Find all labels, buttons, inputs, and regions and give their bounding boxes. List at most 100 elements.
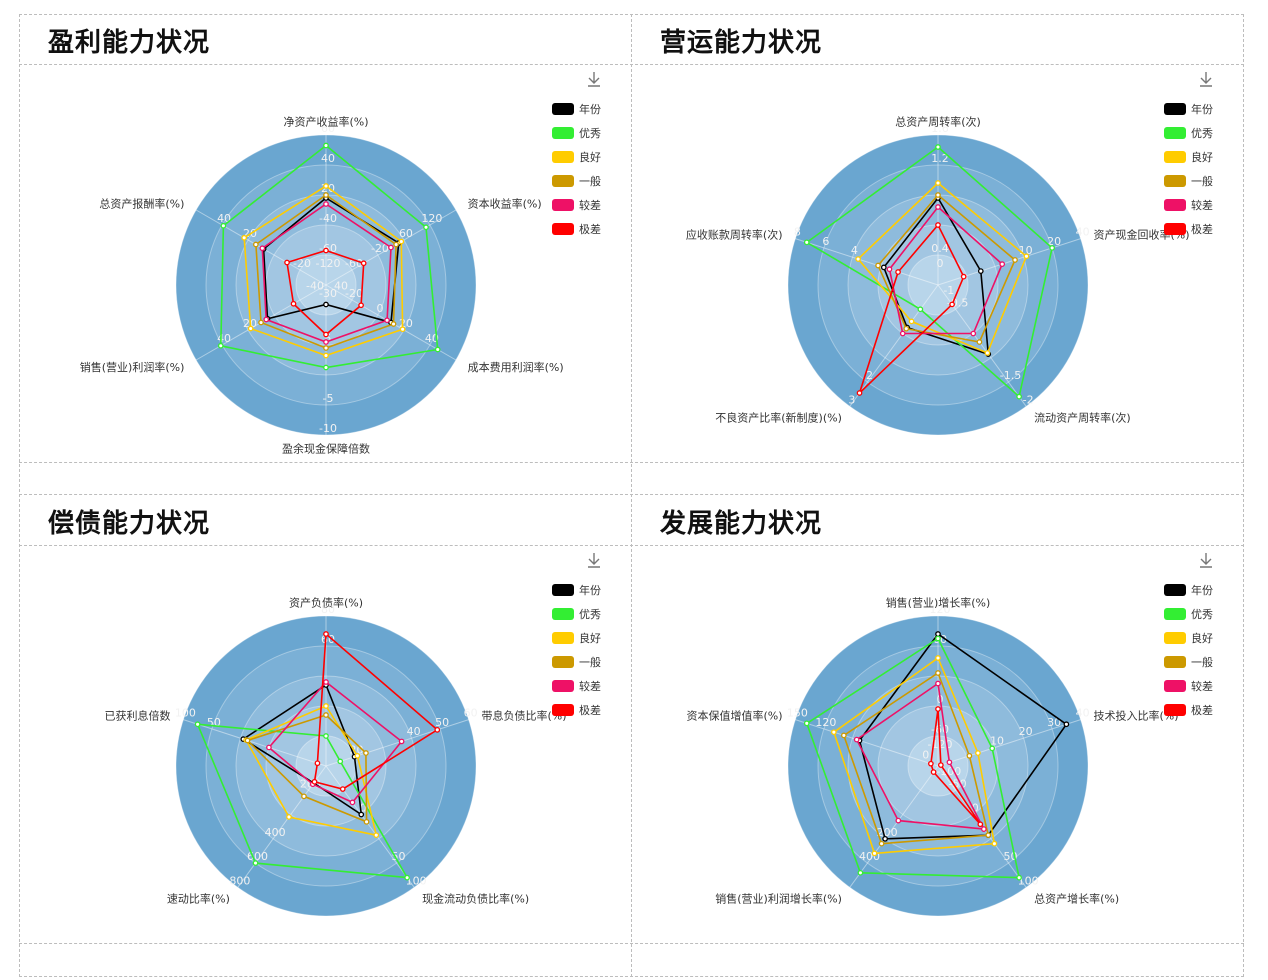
legend-swatch[interactable] xyxy=(552,175,574,187)
radar-tick-label: 0 xyxy=(937,257,944,270)
legend-swatch[interactable] xyxy=(1164,632,1186,644)
radar-indicator-label: 总资产报酬率(%) xyxy=(99,196,184,210)
radar-spoke xyxy=(325,765,415,888)
legend-swatch[interactable] xyxy=(552,223,574,235)
legend-swatch[interactable] xyxy=(552,151,574,163)
panel-divider-middle xyxy=(19,494,1244,495)
radar-series-point xyxy=(928,760,934,767)
legend-swatch[interactable] xyxy=(552,127,574,139)
radar-series-point xyxy=(388,244,394,251)
radar-series-point xyxy=(977,268,984,274)
legend-item-label[interactable]: 良好 xyxy=(579,150,601,164)
panel-title-profitability: 盈利能力状况 xyxy=(48,28,211,58)
radar-series-point xyxy=(323,364,329,371)
radar-series-point xyxy=(938,762,944,768)
radar-series-point xyxy=(323,183,329,189)
radar-series-point xyxy=(284,259,290,266)
legend-item-label[interactable]: 一般 xyxy=(579,175,601,188)
radar-tick-label: 60 xyxy=(399,227,413,240)
legend-swatch[interactable] xyxy=(1164,656,1186,668)
legend-item-label[interactable]: 优秀 xyxy=(1191,127,1213,140)
radar-series-point xyxy=(393,241,399,248)
radar-indicator-label: 销售(营业)增长率(%) xyxy=(886,596,991,610)
radar-tick-label: 40 xyxy=(425,332,439,345)
legend-item-label[interactable]: 优秀 xyxy=(1191,608,1213,621)
legend-swatch[interactable] xyxy=(1164,127,1186,139)
radar-series-point xyxy=(970,330,977,337)
radar-chart-operations: 00.41.21.6102040-1-0.5-1.5-223468总资产周转率(… xyxy=(686,72,1213,436)
legend-item-label[interactable]: 一般 xyxy=(1191,656,1213,669)
download-icon[interactable] xyxy=(1200,72,1212,87)
radar-series-point xyxy=(949,301,955,308)
radar-series-point xyxy=(935,680,941,687)
radar-tick-label: -120 xyxy=(316,257,341,270)
legend-swatch[interactable] xyxy=(1164,151,1186,163)
radar-series-point xyxy=(871,850,878,857)
radar-spoke xyxy=(849,284,939,407)
radar-series-point xyxy=(856,390,863,396)
legend-item-label[interactable]: 一般 xyxy=(1191,175,1213,188)
radar-indicator-label: 销售(营业)利润增长率(%) xyxy=(715,891,842,905)
radar-series-point xyxy=(1063,721,1070,728)
radar-series-line xyxy=(842,671,990,845)
radar-ring xyxy=(295,254,357,316)
legend-item-label[interactable]: 年份 xyxy=(1191,583,1213,597)
radar-series-point xyxy=(363,818,370,825)
radar-indicator-label: 销售(营业)利润率(%) xyxy=(80,360,185,374)
radar-series-point xyxy=(434,726,441,733)
legend-item-label[interactable]: 较差 xyxy=(579,679,601,693)
radar-series-line xyxy=(930,708,981,825)
download-icon[interactable] xyxy=(1200,553,1212,568)
legend-swatch[interactable] xyxy=(1164,223,1186,235)
legend-swatch[interactable] xyxy=(552,632,574,644)
legend-item-label[interactable]: 年份 xyxy=(579,102,601,116)
legend-item-label[interactable]: 极差 xyxy=(579,703,601,717)
legend-swatch[interactable] xyxy=(1164,680,1186,692)
legend-item-label[interactable]: 优秀 xyxy=(579,127,601,140)
download-icon[interactable] xyxy=(588,72,600,87)
legend-item-label[interactable]: 良好 xyxy=(1191,631,1213,645)
radar-series-point xyxy=(903,325,910,332)
radar-series-point xyxy=(935,670,941,676)
radar-tick-label: 10 xyxy=(990,734,1004,747)
legend-item-label[interactable]: 年份 xyxy=(579,583,601,597)
legend-swatch[interactable] xyxy=(552,680,574,692)
panel-title-operations: 营运能力状况 xyxy=(660,28,823,58)
radar-series-point xyxy=(339,786,346,792)
radar-tick-label: 60 xyxy=(321,122,335,135)
legend-swatch[interactable] xyxy=(552,103,574,115)
radar-tick-label: -1 xyxy=(943,284,954,297)
legend-item-label[interactable]: 极差 xyxy=(1191,222,1213,236)
legend-item-label[interactable]: 一般 xyxy=(579,656,601,669)
legend-item-label[interactable]: 年份 xyxy=(1191,102,1213,116)
legend-swatch[interactable] xyxy=(1164,584,1186,596)
radar-series-point xyxy=(286,814,292,820)
legend-swatch[interactable] xyxy=(552,584,574,596)
radar-series-point xyxy=(398,738,405,745)
radar-series-point xyxy=(323,201,329,207)
legend-swatch[interactable] xyxy=(552,199,574,211)
radar-series-point xyxy=(966,752,973,759)
legend-swatch[interactable] xyxy=(552,656,574,668)
legend-swatch[interactable] xyxy=(1164,103,1186,115)
legend-item-label[interactable]: 良好 xyxy=(1191,150,1213,164)
legend-swatch[interactable] xyxy=(1164,175,1186,187)
legend-swatch[interactable] xyxy=(552,704,574,716)
radar-indicator-label: 净资产收益率(%) xyxy=(283,115,368,129)
download-icon[interactable] xyxy=(588,553,600,568)
radar-indicator-label: 带息负债比率(%) xyxy=(481,708,566,722)
legend-item-label[interactable]: 良好 xyxy=(579,631,601,645)
legend-item-label[interactable]: 极差 xyxy=(1191,703,1213,717)
legend-item-label[interactable]: 极差 xyxy=(579,222,601,236)
legend-swatch[interactable] xyxy=(1164,608,1186,620)
legend-item-label[interactable]: 优秀 xyxy=(579,608,601,621)
radar-indicator-label: 技术投入比率(%) xyxy=(1093,708,1178,722)
legend-item-label[interactable]: 较差 xyxy=(1191,198,1213,212)
legend-item-label[interactable]: 较差 xyxy=(1191,679,1213,693)
radar-tick-label: 50 xyxy=(435,716,449,729)
legend-item-label[interactable]: 较差 xyxy=(579,198,601,212)
legend-swatch[interactable] xyxy=(1164,704,1186,716)
legend-swatch[interactable] xyxy=(1164,199,1186,211)
legend-swatch[interactable] xyxy=(552,608,574,620)
radar-tick-label: 2 xyxy=(866,369,873,382)
